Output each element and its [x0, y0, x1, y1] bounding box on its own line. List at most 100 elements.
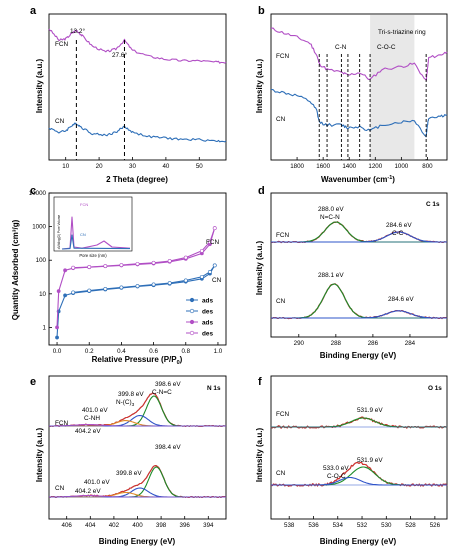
panel-f-ann-5319b: 531.9 eV	[357, 457, 383, 464]
panel-f-xlabel: Binding Energy (eV)	[320, 537, 397, 546]
panel-e-ann-3998: 399.8 eV	[118, 391, 144, 398]
panel-label-a: a	[30, 5, 37, 17]
x-tick-label: 10	[62, 163, 69, 170]
panel-e-ann-cnc: C-N=C	[152, 389, 172, 396]
legend-marker	[189, 297, 195, 303]
data-point	[212, 226, 217, 231]
panel-a-series	[48, 28, 227, 160]
data-point	[63, 268, 67, 273]
raw-cn	[270, 461, 448, 487]
legend-marker	[189, 319, 195, 325]
panel-e-ylabel: Intensity (a.u.)	[35, 428, 44, 483]
data-point	[55, 325, 59, 330]
x-tick-label: 406	[62, 522, 73, 529]
data-point	[135, 284, 140, 288]
data-point	[199, 248, 204, 253]
panel-d-label-fcn: FCN	[276, 232, 290, 239]
component-peak	[271, 310, 447, 319]
panel-f-series	[270, 416, 448, 487]
panel-a-xticks: 10 20 30 40 50	[62, 157, 203, 170]
panel-f-title: O 1s	[428, 385, 442, 392]
panel-e-title: N 1s	[207, 385, 221, 392]
data-point	[183, 278, 188, 283]
data-point	[135, 261, 140, 266]
panel-f-ann-5319: 531.9 eV	[357, 407, 383, 414]
panel-b-xlabel: Wavenumber (cm-1)	[321, 175, 395, 184]
panel-label-c: c	[30, 185, 36, 197]
series-des	[73, 265, 216, 293]
x-tick-label: 400	[132, 522, 143, 529]
data-point	[103, 264, 108, 268]
inset-ylabel: dV/dlog(D) Pore Volume	[57, 215, 61, 250]
panel-d-title: C 1s	[426, 201, 440, 208]
data-point	[71, 290, 76, 295]
panel-d-ann-2846: 284.6 eV	[388, 296, 414, 303]
panel-b-shaded-region	[370, 15, 415, 159]
x-tick-label: 1000	[394, 163, 408, 170]
panel-c-label-fcn: FCN	[206, 239, 220, 246]
x-tick-label: 396	[180, 522, 191, 529]
inset-xlabel: Pore size (nm)	[79, 253, 107, 258]
panel-d-label-cn: CN	[276, 298, 286, 305]
data-point	[167, 281, 172, 285]
panel-e-ann-3998b: 399.8 eV	[116, 470, 142, 477]
x-tick-label: 1200	[368, 163, 382, 170]
panel-f-ylabel: Intensity (a.u.)	[255, 428, 264, 483]
legend-label: des	[202, 309, 213, 316]
panel-d-ann-ncn: N=C-N	[320, 214, 340, 221]
panel-a-label-fcn: FCN	[55, 41, 69, 48]
component-peak	[49, 414, 226, 427]
component-peak	[271, 476, 447, 486]
x-tick-label: 536	[308, 522, 319, 529]
inset-series	[61, 216, 131, 250]
panel-e-ann-3986: 398.6 eV	[155, 381, 181, 388]
x-tick-label: 1400	[342, 163, 356, 170]
panel-b-ylabel: Intensity (a.u.)	[255, 59, 264, 114]
panel-a-label-cn: CN	[55, 118, 65, 125]
inset-label-cn: CN	[80, 232, 86, 237]
panel-d-frame	[270, 192, 448, 338]
panel-b-frame	[270, 13, 448, 161]
panel-f-frame	[270, 375, 448, 520]
panel-label-d: d	[258, 185, 265, 197]
raw-cn	[270, 283, 448, 320]
panel-e: e Intensity (a.u.) N 1s 406 404 402 400 398 3…	[30, 375, 227, 546]
y-tick-label: 1000	[32, 224, 46, 231]
panel-d: d Intensity (a.u.) C 1s 290 288 286 284 FCN…	[255, 185, 448, 360]
inset-label-fcn: FCN	[80, 202, 88, 207]
panel-e-label-cn: CN	[55, 485, 65, 492]
legend-label: des	[202, 331, 213, 338]
panel-d-xticks: 290 288 286 284	[294, 334, 416, 347]
panel-e-ann-4042b: 404.2 eV	[75, 488, 101, 495]
x-tick-label: 0.2	[85, 348, 94, 355]
panel-d-xlabel: Binding Energy (eV)	[320, 351, 397, 360]
legend-marker	[189, 330, 195, 336]
panel-d-ann-cc: C-C	[392, 230, 404, 237]
panel-f: f Intensity (a.u.) O 1s 538 536 534 532 530 5…	[255, 375, 448, 546]
panel-e-xticks: 406 404 402 400 398 396 394	[62, 516, 214, 529]
x-tick-label: 0.6	[149, 348, 158, 355]
panel-e-ann-4010b: 401.0 eV	[84, 479, 110, 486]
panel-f-label-cn: CN	[276, 470, 286, 477]
x-tick-label: 1.0	[214, 348, 223, 355]
inset-frame	[53, 196, 133, 252]
x-tick-label: 50	[196, 163, 203, 170]
panel-c-yticks: 1 10 100 1000 10000	[29, 190, 52, 331]
legend-label: ads	[202, 320, 213, 327]
data-point	[212, 263, 217, 268]
panel-e-ann-cnh: C-NH	[84, 415, 100, 422]
data-point	[208, 240, 212, 244]
panel-c-frame	[48, 192, 227, 346]
panel-c-series	[55, 226, 217, 340]
x-tick-label: 1600	[316, 163, 330, 170]
panel-e-ann-4010: 401.0 eV	[82, 407, 108, 414]
panel-b-xticks: 1800 1600 1400 1200 1000 800	[290, 157, 433, 170]
data-point	[167, 259, 172, 263]
panel-b-label-fcn: FCN	[276, 53, 290, 60]
x-tick-label: 0.8	[181, 348, 190, 355]
x-tick-label: 284	[405, 340, 416, 347]
panel-d-ylabel: Intensity (a.u.)	[255, 241, 264, 296]
x-tick-label: 800	[422, 163, 433, 170]
panel-label-e: e	[30, 376, 36, 388]
